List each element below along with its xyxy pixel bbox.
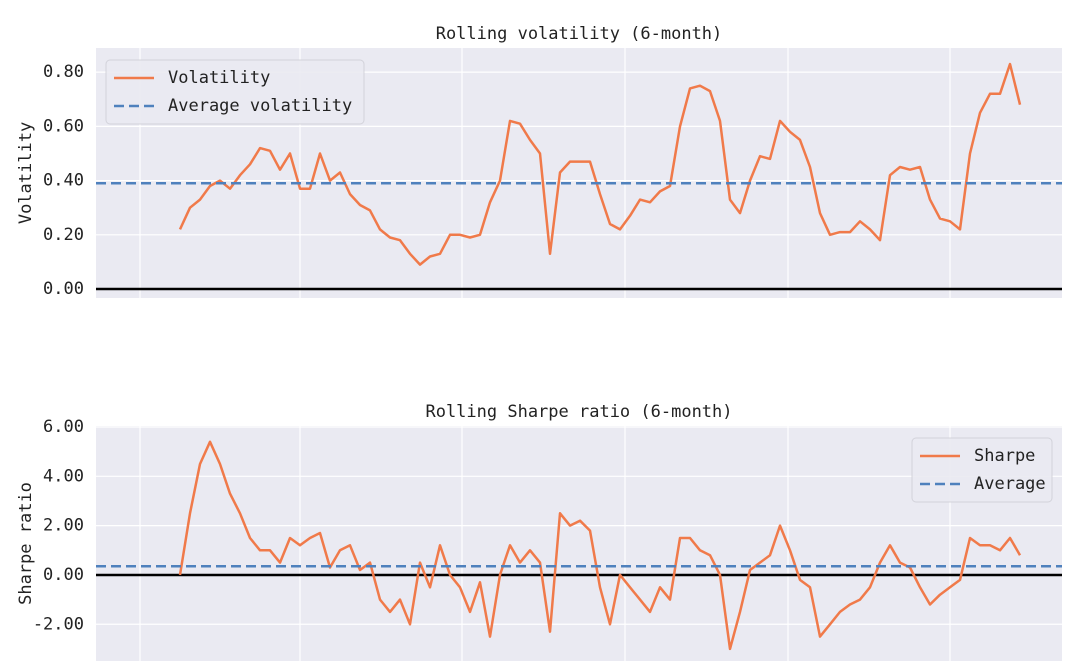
y-tick-label: 0.80	[43, 62, 84, 82]
y-axis-label: Sharpe ratio	[16, 482, 36, 605]
legend-label: Sharpe	[974, 446, 1035, 466]
plot-area	[96, 426, 1062, 661]
legend-box	[105, 59, 365, 125]
y-tick-label: 4.00	[43, 466, 84, 486]
y-tick-label: 0.00	[43, 279, 84, 299]
legend-label: Average volatility	[168, 96, 352, 116]
legend-box	[911, 437, 1053, 503]
y-tick-label: 0.20	[43, 225, 84, 245]
y-tick-label: 2.00	[43, 516, 84, 536]
y-tick-label: 0.60	[43, 116, 84, 136]
y-tick-label: 0.40	[43, 171, 84, 191]
chart-title: Rolling Sharpe ratio (6-month)	[425, 402, 732, 422]
y-tick-label: -2.00	[33, 614, 84, 634]
legend-label: Volatility	[168, 68, 270, 88]
y-axis-label: Volatility	[16, 122, 36, 224]
chart-title: Rolling volatility (6-month)	[436, 24, 723, 44]
data-line	[178, 440, 1022, 651]
y-tick-label: 0.00	[43, 565, 84, 585]
data-line	[178, 62, 1022, 266]
y-tick-label: 6.00	[43, 417, 84, 437]
legend-label: Average	[974, 474, 1046, 494]
